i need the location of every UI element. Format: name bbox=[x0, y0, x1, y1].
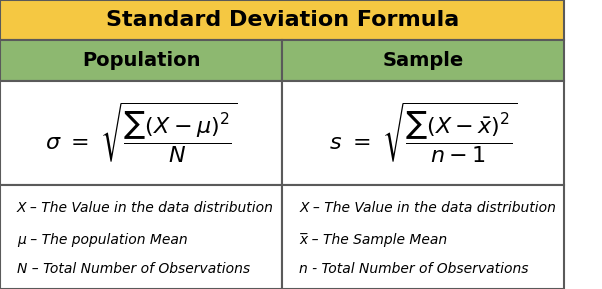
Text: $s \ = \ \sqrt{\dfrac{\sum(X - \bar{x})^2}{n-1}}$: $s \ = \ \sqrt{\dfrac{\sum(X - \bar{x})^… bbox=[329, 101, 518, 165]
Text: X – The Value in the data distribution: X – The Value in the data distribution bbox=[299, 201, 556, 215]
Bar bbox=[0, 81, 282, 185]
Bar bbox=[282, 40, 565, 81]
Text: Standard Deviation Formula: Standard Deviation Formula bbox=[105, 10, 459, 30]
Text: $\sigma \ = \ \sqrt{\dfrac{\sum(X - \mu)^2}{N}}$: $\sigma \ = \ \sqrt{\dfrac{\sum(X - \mu)… bbox=[45, 101, 237, 165]
Text: μ – The population Mean: μ – The population Mean bbox=[17, 233, 188, 247]
Text: x̅ – The Sample Mean: x̅ – The Sample Mean bbox=[299, 233, 447, 247]
Bar bbox=[0, 185, 282, 289]
Text: N – Total Number of Observations: N – Total Number of Observations bbox=[17, 262, 250, 276]
Text: X – The Value in the data distribution: X – The Value in the data distribution bbox=[17, 201, 274, 215]
Bar bbox=[0, 40, 282, 81]
Bar bbox=[0, 0, 565, 40]
Bar bbox=[282, 81, 565, 185]
Bar bbox=[282, 185, 565, 289]
Text: n - Total Number of Observations: n - Total Number of Observations bbox=[299, 262, 529, 276]
Text: Sample: Sample bbox=[383, 51, 464, 70]
Text: Population: Population bbox=[82, 51, 200, 70]
